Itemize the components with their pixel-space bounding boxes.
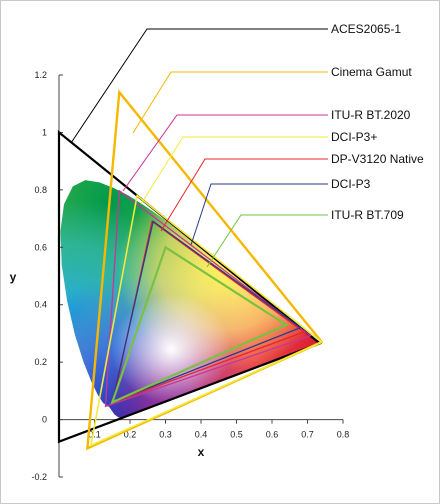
- x-tick-label: 0.5: [230, 430, 243, 440]
- legend-label-itu-r-bt-2020: ITU-R BT.2020: [331, 108, 411, 122]
- y-tick-label: 0.6: [34, 242, 47, 252]
- legend-label-dci-p3: DCI-P3+: [331, 130, 377, 144]
- y-tick-label: -0.2: [31, 472, 47, 482]
- x-axis-title: x: [198, 445, 205, 459]
- gamut-dci-p3: [89, 194, 324, 447]
- leader-line-aces2065-1: [70, 28, 328, 144]
- legend-label-cinema-gamut: Cinema Gamut: [331, 65, 412, 79]
- x-tick-label: 0.3: [159, 430, 172, 440]
- y-axis-title: y: [10, 270, 17, 284]
- gamut-triangles: [57, 89, 324, 451]
- x-tick-label: 0.6: [266, 430, 279, 440]
- y-tick-label: 1.2: [34, 70, 47, 80]
- y-tick-label: 1: [42, 127, 47, 137]
- x-tick-label: 0.7: [301, 430, 314, 440]
- x-tick-label: 0.2: [124, 430, 137, 440]
- legend-label-dp-v3120-native: DP-V3120 Native: [331, 152, 424, 166]
- legend: ACES2065-1 Cinema Gamut ITU-R BT.2020 DCI-P…: [70, 22, 424, 268]
- legend-label-dci-p3: DCI-P3: [331, 177, 371, 191]
- y-tick-label: 0.4: [34, 300, 47, 310]
- leader-line-itu-r-bt-709: [206, 214, 328, 268]
- gamut-itu-r-bt-2020: [104, 189, 312, 408]
- x-tick-label: 0.4: [195, 430, 208, 440]
- leader-line-dci-p3: [140, 136, 328, 205]
- leader-line-dp-v3120-native: [160, 158, 328, 232]
- legend-label-itu-r-bt-709: ITU-R BT.709: [331, 208, 404, 222]
- y-tick-label: 0.8: [34, 185, 47, 195]
- x-tick-label: 0.8: [337, 430, 350, 440]
- leader-line-itu-r-bt-2020: [122, 114, 328, 192]
- gamut-dci-p3: [111, 220, 302, 404]
- y-tick-label: 0: [42, 415, 47, 425]
- gamut-itu-r-bt-709: [110, 245, 289, 405]
- x-tick-label: 0.1: [88, 430, 101, 440]
- y-tick-label: 0.2: [34, 357, 47, 367]
- legend-label-aces2065-1: ACES2065-1: [331, 22, 401, 36]
- leader-line-dci-p3: [190, 183, 328, 246]
- leader-line-cinema-gamut: [132, 71, 328, 134]
